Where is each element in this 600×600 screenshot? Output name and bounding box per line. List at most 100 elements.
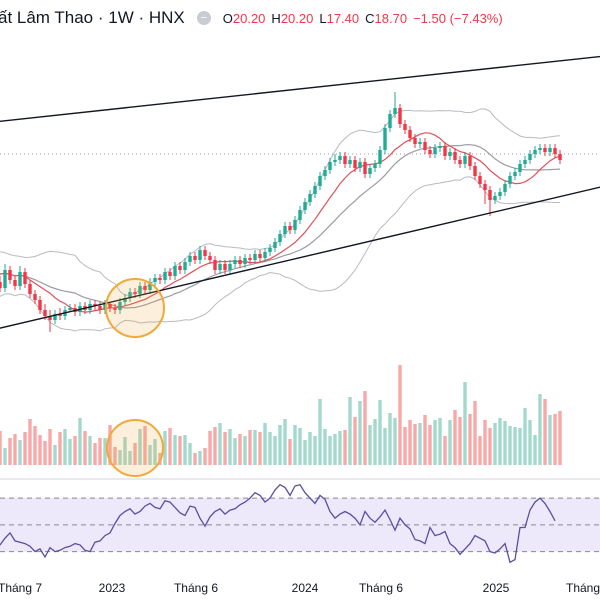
candle-body [203,250,207,256]
candle-body [158,278,162,280]
candle-body [228,264,232,270]
candle-body [378,150,382,164]
candle-body [418,142,422,144]
volume-bar [423,415,427,465]
candle-body [288,226,292,230]
volume-bar [298,428,302,465]
volume-bar [378,400,382,465]
volume-bar [553,414,557,465]
candle-body [318,176,322,186]
volume-bar [498,418,502,465]
candle-body [483,184,487,190]
volume-bar [238,434,242,465]
volume-bar [463,382,467,465]
volume-bar [313,436,317,465]
volume-bar [0,431,2,465]
volume-bar [283,419,287,465]
candle-body [148,282,152,290]
candle-body [473,166,477,176]
candle-body [223,264,227,270]
volume-bar [38,435,42,465]
candle-body [523,160,527,164]
volume-bar [558,411,562,465]
volume-bar [513,427,517,465]
candle-body [443,146,447,156]
volume-bar [138,429,142,465]
volume-bar [388,413,392,465]
candle-body [218,264,222,270]
volume-bar [43,441,47,465]
candle-body [368,168,372,174]
volume-bar [518,428,522,465]
volume-bar [103,438,107,465]
candle-body [38,300,42,310]
candle-body [143,286,147,290]
volume-bar [123,437,127,465]
candle-body [253,254,257,260]
volume-bar [163,431,167,465]
volume-bar [303,440,307,465]
candle-body [98,306,102,310]
candle-body [278,234,282,242]
candle-body [438,146,442,148]
x-tick-label: Tháng 7 [0,581,42,595]
candle-body [478,176,482,184]
volume-bar [323,429,327,465]
volume-bar [318,399,322,465]
candle-body [413,138,417,144]
candle-body [518,164,522,172]
candle-body [18,272,22,286]
volume-bar [368,425,372,465]
candle-body [13,280,17,286]
volume-bar [523,408,527,465]
candle-body [463,156,467,164]
minus-icon[interactable]: − [196,11,211,25]
volume-bar [433,420,437,465]
volume-bar [438,418,442,465]
volume-bar [453,410,457,465]
candle-body [238,260,242,264]
volume-bar [78,418,82,465]
x-tick-label: Tháng [566,581,600,595]
ohlc-close: C18.70 [365,10,408,26]
candle-body [403,124,407,130]
candle-body [178,266,182,270]
time-axis: Tháng 7 2023 Tháng 6 2024 Tháng 6 2025 Tháng [0,581,600,595]
candle-body [433,148,437,154]
candle-body [113,308,117,310]
x-tick-label: Tháng 6 [359,581,403,595]
volume-bar [258,432,262,465]
volume-bar [273,436,277,465]
volume-bar [548,415,552,465]
candle-body [123,298,127,302]
candle-body [553,148,557,154]
candle-body [208,256,212,260]
candle-body [493,196,497,200]
candle-body [383,128,387,150]
volume-bar [228,429,232,465]
x-tick-label: 2025 [483,581,510,595]
candle-body [393,108,397,114]
volume-bar [53,445,57,465]
candle-body [168,272,172,276]
volume-bar [358,401,362,465]
candle-body [193,256,197,260]
x-tick-label: 2024 [292,581,319,595]
highlight-circle-volume [106,419,164,477]
volume-bar [193,453,197,465]
bollinger-upper-line [0,108,561,296]
ohlc-open: O20.20 [222,10,266,26]
volume-bar [223,432,227,465]
volume-bar [113,447,117,465]
volume-bar [203,448,207,465]
volume-bar [448,420,452,465]
volume-bar [263,423,267,465]
volume-bar [288,439,292,465]
candle-body [213,260,217,270]
candle-body [508,176,512,184]
candle-body [528,154,532,160]
open-value: 20.20 [232,10,266,26]
volume-bar [143,426,147,465]
candle-body [0,282,2,288]
